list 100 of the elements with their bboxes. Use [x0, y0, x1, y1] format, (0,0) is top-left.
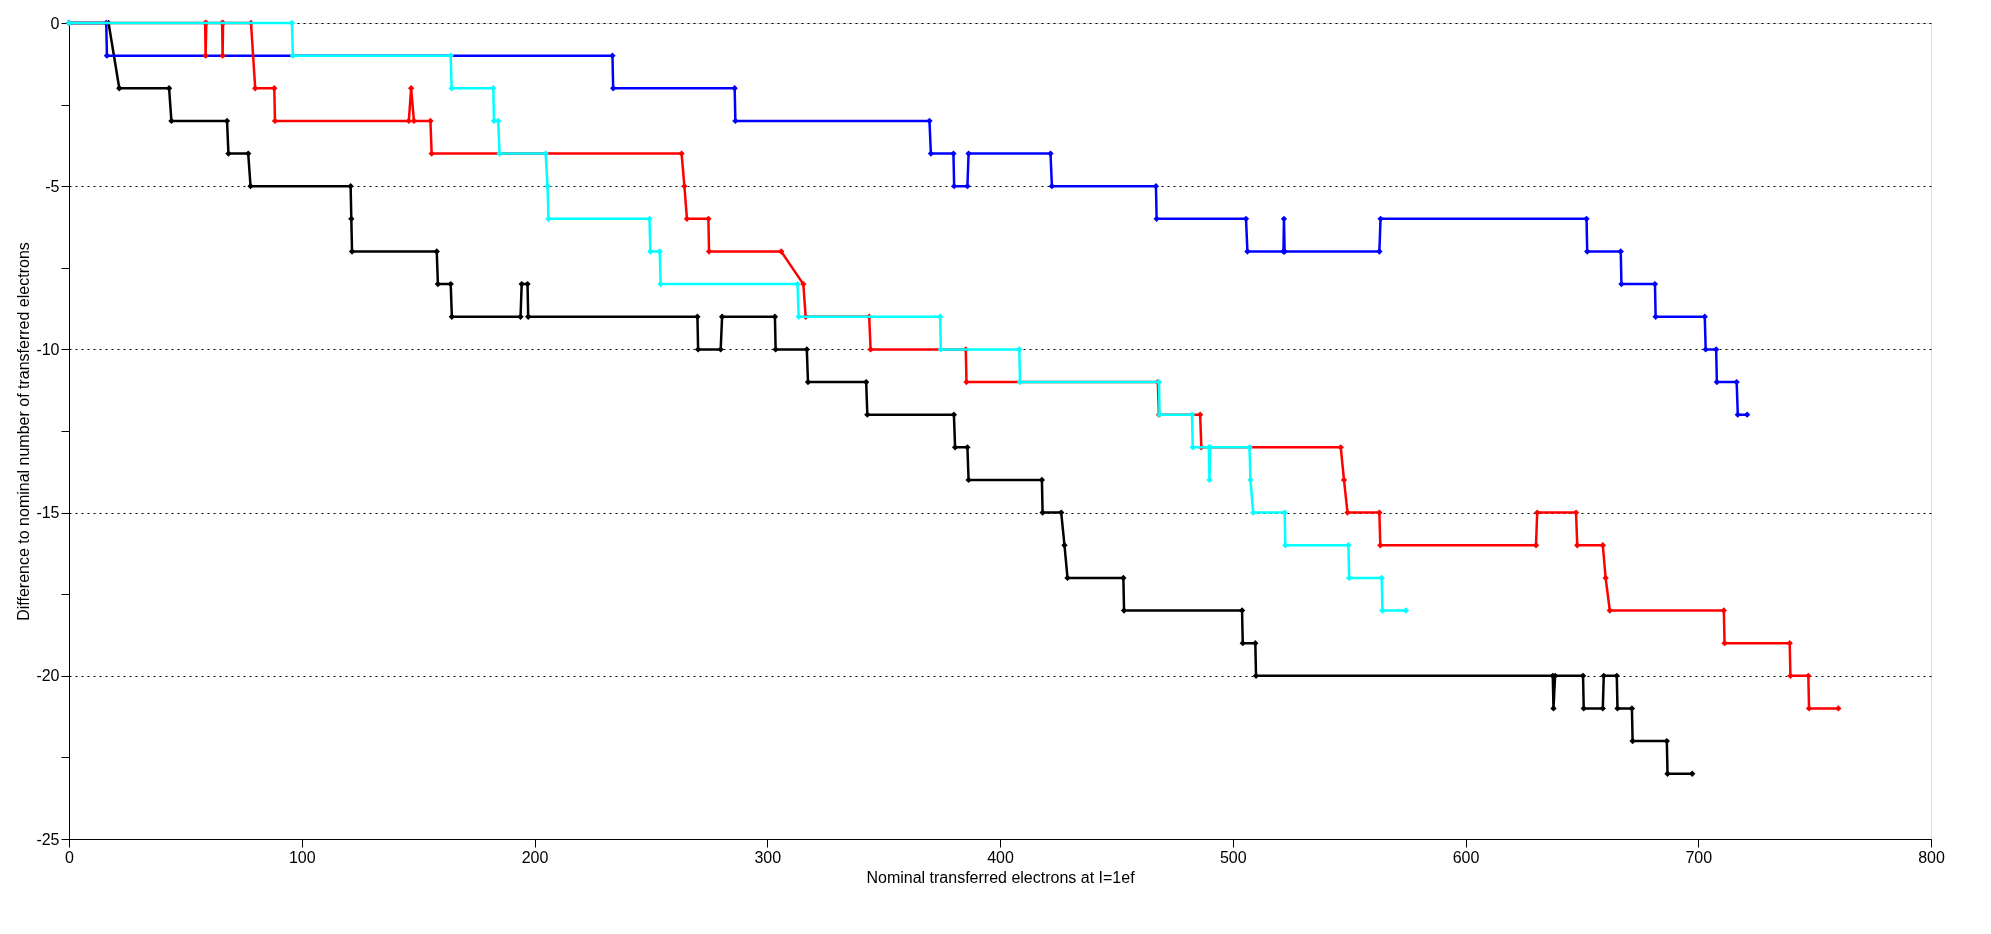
point: [771, 313, 779, 320]
point: [963, 378, 970, 386]
point: [524, 280, 531, 288]
point: [1252, 672, 1260, 679]
y-tick-label: 0: [50, 14, 60, 32]
point: [1618, 280, 1625, 288]
point: [1629, 737, 1636, 745]
point: [271, 85, 278, 92]
x-tick-label: 200: [521, 848, 549, 866]
point: [1713, 346, 1720, 353]
point: [1252, 640, 1259, 647]
point: [951, 444, 959, 451]
point: [219, 52, 226, 59]
point: [1206, 476, 1213, 484]
point: [1281, 509, 1288, 516]
point: [1689, 770, 1696, 777]
x-tick-label: 400: [987, 848, 1014, 866]
point: [347, 183, 354, 190]
point: [950, 411, 958, 418]
x-tick-label: 100: [288, 848, 316, 866]
point: [1721, 640, 1728, 647]
point: [247, 183, 254, 190]
point: [447, 52, 454, 59]
point: [1580, 705, 1587, 712]
point: [1734, 411, 1741, 418]
point: [681, 183, 688, 190]
point: [1733, 378, 1740, 386]
point: [1805, 672, 1812, 679]
point: [1664, 770, 1671, 777]
point: [657, 280, 664, 288]
point: [490, 85, 497, 92]
point: [1047, 150, 1054, 157]
point: [965, 150, 972, 157]
point: [1246, 444, 1253, 451]
point: [1805, 705, 1813, 712]
x-tick-label: 700: [1685, 848, 1713, 866]
point: [545, 215, 552, 222]
point: [964, 183, 971, 190]
point: [116, 85, 123, 92]
point: [772, 346, 779, 353]
point: [517, 313, 524, 320]
point: [732, 117, 739, 125]
point: [731, 85, 738, 92]
point: [1345, 542, 1352, 549]
point: [1720, 607, 1728, 614]
point: [202, 52, 209, 59]
point: [1016, 346, 1023, 353]
point: [1532, 542, 1540, 549]
y-tick-label: -25: [36, 830, 60, 848]
point: [1244, 248, 1251, 255]
point: [1663, 737, 1670, 745]
point: [1786, 640, 1793, 647]
point: [544, 183, 551, 190]
point: [103, 52, 111, 59]
point: [1550, 705, 1557, 712]
point: [1651, 280, 1659, 288]
x-tick-label: 600: [1452, 848, 1480, 866]
point: [1152, 183, 1160, 190]
point: [1402, 607, 1410, 614]
point: [1344, 509, 1351, 516]
point: [252, 85, 259, 92]
point: [525, 313, 532, 320]
point: [609, 52, 616, 59]
point: [518, 280, 525, 288]
point: [1600, 672, 1607, 679]
point: [610, 85, 617, 92]
point: [428, 150, 435, 157]
point: [1702, 346, 1709, 353]
point: [1787, 672, 1794, 679]
x-tick-label: 800: [1918, 848, 1945, 866]
x-tick-label: 0: [65, 848, 75, 866]
point: [1579, 672, 1587, 679]
point: [964, 444, 971, 451]
point: [496, 150, 503, 157]
point: [1377, 542, 1384, 549]
point: [647, 248, 654, 255]
point: [717, 346, 724, 353]
point: [1835, 705, 1842, 712]
point: [1617, 248, 1624, 255]
point: [1701, 313, 1708, 320]
point: [683, 215, 691, 222]
point: [1238, 607, 1246, 614]
point: [1242, 215, 1250, 222]
y-tick-label: -5: [45, 177, 60, 195]
point: [168, 117, 175, 125]
point: [800, 280, 807, 288]
point: [433, 248, 440, 255]
x-tick-label: 500: [1219, 848, 1247, 866]
point: [1197, 411, 1204, 418]
point: [427, 117, 434, 125]
point: [1120, 607, 1128, 614]
point: [867, 346, 874, 353]
x-tick-label: 300: [754, 848, 782, 866]
point: [165, 85, 173, 92]
point: [1743, 411, 1751, 418]
point: [1583, 215, 1590, 222]
point: [795, 313, 802, 320]
point: [1379, 607, 1386, 614]
point: [1602, 574, 1609, 582]
point: [1534, 509, 1541, 516]
